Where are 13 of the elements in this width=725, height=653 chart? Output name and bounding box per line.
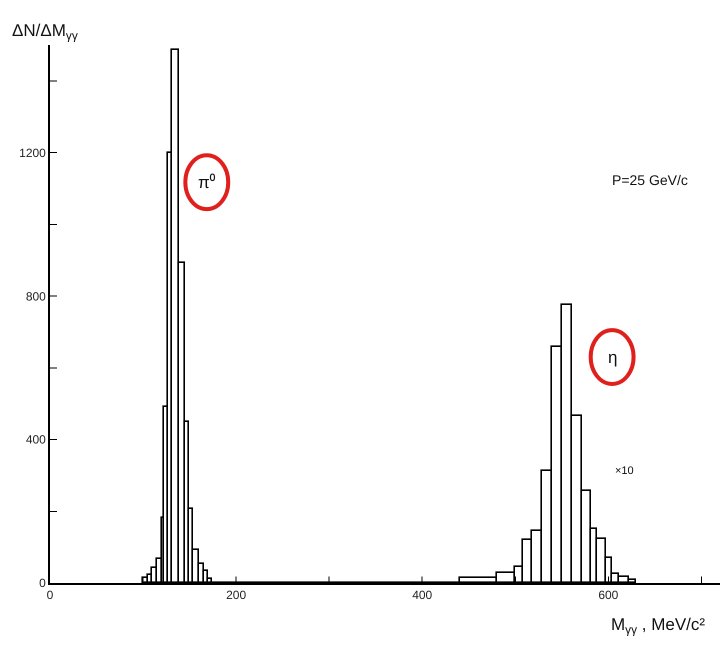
annotation: ×10 <box>615 465 634 477</box>
y-tick-label: 0 <box>39 576 46 590</box>
x-tick-label: 600 <box>598 588 619 602</box>
y-tick-label: 1200 <box>19 146 46 160</box>
x-tick-label: 400 <box>412 588 433 602</box>
annotation: η <box>608 348 618 367</box>
y-axis-title: ΔN/ΔM$_{γγ}$ <box>12 21 78 43</box>
annotation: P=25 GeV/c <box>612 172 688 188</box>
y-tick-label: 400 <box>26 432 46 447</box>
annotation: π⁰ <box>198 173 216 192</box>
x-tick-label: 200 <box>226 588 246 602</box>
x-axis-title: M$_{γγ}$ , MeV/c² <box>611 615 706 637</box>
y-tick-label: 800 <box>26 289 46 304</box>
